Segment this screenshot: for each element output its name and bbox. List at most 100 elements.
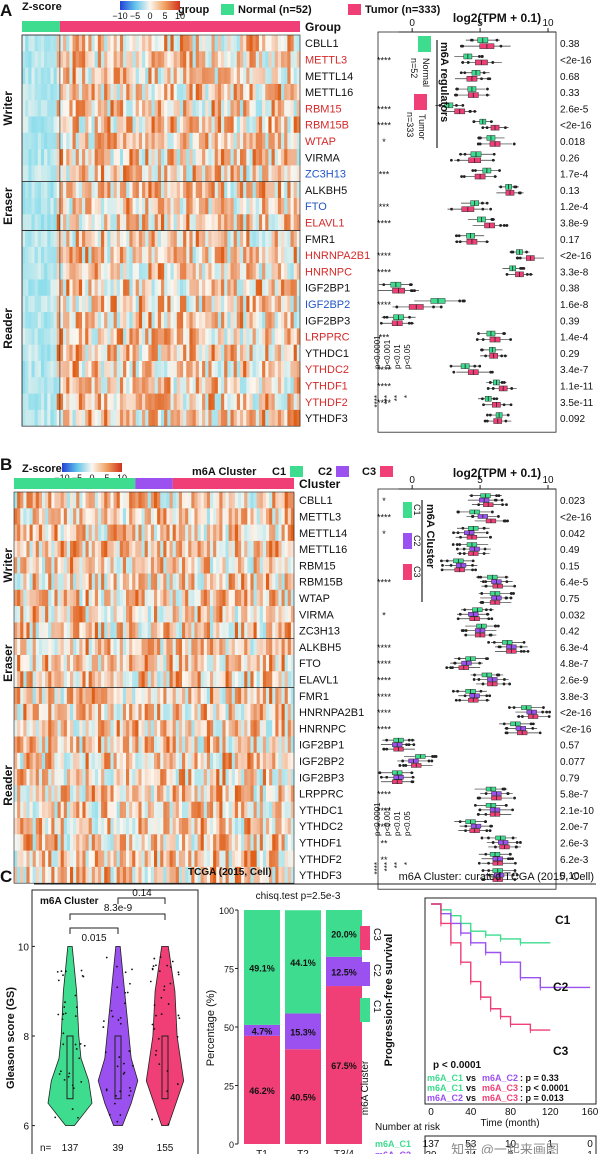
heat-cell (141, 540, 146, 558)
heat-cell (271, 361, 276, 378)
heat-cell (183, 344, 187, 362)
heat-cell (281, 246, 285, 264)
heat-cell (284, 589, 289, 607)
heat-cell (290, 508, 295, 525)
heat-cell (169, 866, 174, 884)
heat-cell (191, 524, 195, 542)
heat-cell (228, 540, 233, 558)
outlier-point (488, 413, 492, 417)
heat-cell (250, 866, 254, 884)
heat-cell (161, 409, 165, 427)
heat-cell (272, 638, 276, 656)
heat-cell (266, 850, 270, 868)
heat-cell (166, 589, 170, 607)
heat-cell (73, 492, 77, 509)
outlier-point (522, 266, 526, 270)
heat-cell (63, 100, 67, 117)
heat-cell (246, 279, 250, 297)
heat-cell (266, 557, 270, 574)
heat-cell (88, 214, 92, 231)
heat-cell (197, 492, 202, 509)
heat-cell (76, 508, 80, 525)
heat-cell (200, 524, 205, 542)
heat-cell (107, 540, 111, 558)
heat-cell (252, 67, 257, 85)
heat-cell (284, 492, 289, 509)
heat-cell (60, 622, 65, 639)
heat-cell (157, 361, 162, 378)
heat-cell (217, 51, 222, 68)
heat-cell (167, 230, 171, 248)
heat-cell (138, 557, 142, 574)
heat-cell (132, 622, 136, 639)
heat-cell (119, 51, 124, 68)
heat-cell (45, 687, 49, 705)
heat-cell (167, 393, 171, 411)
heat-cell (129, 393, 133, 411)
heat-cell (66, 198, 70, 215)
heat-cell (78, 116, 83, 134)
heat-cell (243, 263, 247, 280)
box-row-ALKBH5 (487, 640, 530, 654)
heat-cell (63, 377, 67, 394)
heat-cell (78, 198, 83, 215)
heat-cell (182, 818, 186, 835)
heat-cell (287, 834, 292, 851)
heat-cell (230, 149, 235, 166)
heat-cell (48, 785, 52, 802)
heat-cell (148, 409, 152, 427)
heat-cell (104, 850, 108, 868)
heat-cell (216, 655, 220, 672)
box-row-CBLL1 (460, 37, 511, 49)
heat-cell (219, 850, 223, 868)
heat-cell (142, 312, 146, 329)
heat-cell (82, 132, 86, 150)
heat-cell (211, 361, 216, 378)
outlier-point (502, 224, 506, 227)
heat-cell (230, 328, 235, 345)
heat-cell (221, 51, 225, 68)
heat-cell (119, 67, 124, 85)
heat-cell (82, 67, 86, 85)
heat-cell (290, 752, 295, 770)
outlier-point (483, 419, 487, 423)
heat-cell (38, 752, 43, 770)
heat-cell (256, 655, 261, 672)
heat-cell (88, 720, 93, 737)
heat-cell (236, 83, 241, 101)
heat-cell (274, 246, 279, 264)
heat-cell (144, 850, 149, 868)
heat-cell (79, 622, 83, 639)
heat-cell (70, 720, 74, 737)
heat-cell (51, 866, 55, 884)
heat-cell (72, 312, 77, 329)
heat-cell (69, 51, 73, 68)
heat-cell (28, 165, 32, 182)
heat-cell (284, 508, 289, 525)
heat-cell (138, 850, 142, 868)
heat-cell (183, 83, 187, 101)
heat-cell (110, 312, 115, 329)
heat-cell (241, 557, 245, 574)
heat-cell (205, 393, 209, 411)
heat-cell (250, 769, 254, 786)
heat-cell (249, 214, 254, 231)
heat-cell (287, 769, 292, 786)
heat-cell (73, 818, 77, 835)
heat-cell (287, 165, 291, 182)
heat-cell (119, 35, 124, 52)
heat-cell (157, 655, 161, 672)
heat-cell (116, 198, 121, 215)
heat-cell (256, 622, 261, 639)
gene-name: RBM15 (299, 560, 336, 572)
heat-cell (253, 606, 258, 623)
heat-cell (76, 524, 80, 542)
heat-cell (154, 83, 159, 101)
heat-cell (59, 377, 64, 394)
heat-cell (200, 818, 205, 835)
heat-cell (192, 149, 197, 166)
heat-cell (47, 344, 51, 362)
heat-cell (290, 818, 295, 835)
heat-cell (116, 35, 121, 52)
heat-cell (150, 720, 155, 737)
